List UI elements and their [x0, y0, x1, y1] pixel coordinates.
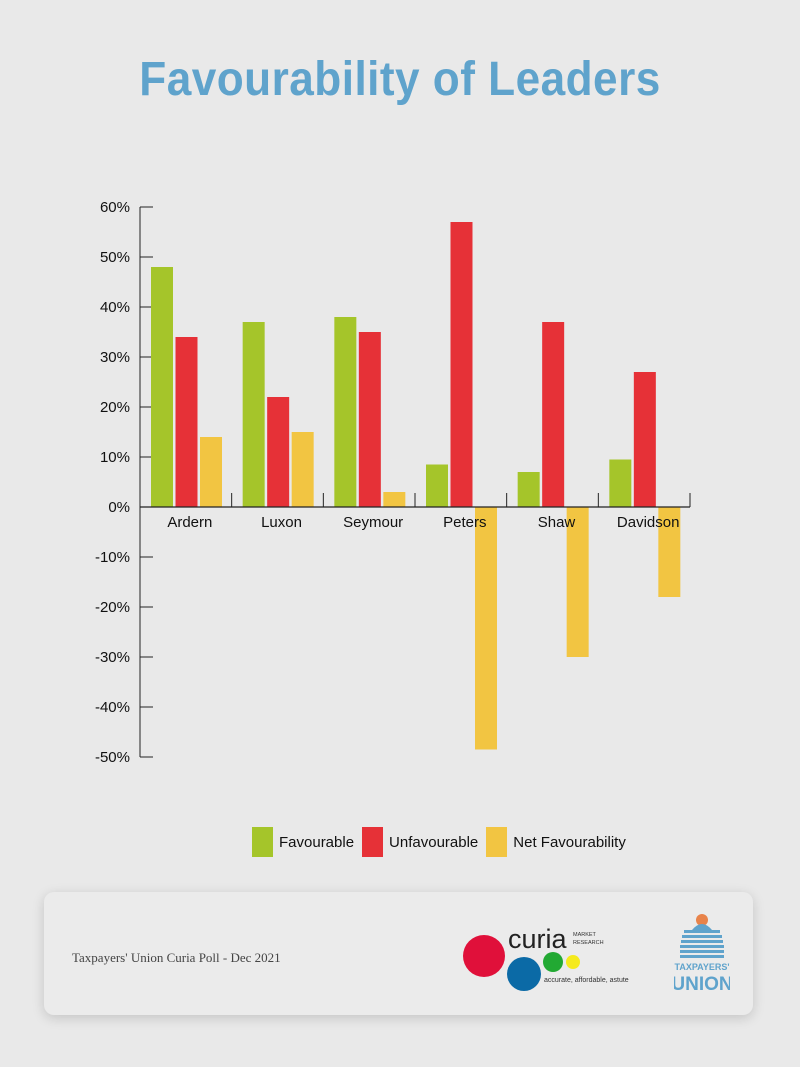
legend-swatch-favourable	[252, 827, 273, 857]
y-tick-label: 10%	[100, 449, 130, 466]
bar-seymour-unfavourable	[358, 332, 381, 507]
bar-davidson-favourable	[609, 459, 632, 507]
y-tick-label: -30%	[95, 649, 130, 666]
category-label-seymour: Seymour	[343, 514, 403, 531]
source-note: Taxpayers' Union Curia Poll - Dec 2021	[72, 950, 281, 965]
bar-peters-unfavourable	[450, 222, 473, 507]
y-tick-label: 0%	[108, 499, 130, 516]
legend-label-net: Net Favourability	[513, 833, 626, 851]
y-tick-label: 50%	[100, 249, 130, 266]
curia-yellow-circle	[566, 955, 580, 969]
y-tick-label: -50%	[95, 749, 130, 766]
bar-chart: 60% 50% 40% 30% 20% 10% 0% -10% -20% -30% -40% -50%…	[95, 199, 691, 766]
category-label-luxon: Luxon	[261, 514, 302, 531]
bar-davidson-unfavourable	[633, 372, 656, 507]
legend: Favourable Unfavourable Net Favourabilit…	[252, 827, 634, 857]
bar-davidson-net-favourability	[658, 507, 681, 597]
y-tick-label: -20%	[95, 599, 130, 616]
category-label-davidson: Davidson	[617, 514, 680, 531]
legend-item-favourable: Favourable	[252, 827, 354, 857]
bar-ardern-favourable	[151, 267, 173, 507]
bar-seymour-net-favourability	[383, 492, 406, 507]
bar-ardern-net-favourability	[200, 437, 222, 507]
legend-swatch-unfavourable	[362, 827, 384, 857]
legend-swatch-net	[486, 827, 508, 857]
bar-ardern-unfavourable	[175, 337, 198, 507]
curia-tagline: accurate, affordable, astute	[544, 977, 629, 984]
y-tick-label: 60%	[100, 199, 130, 216]
bar-peters-favourable	[426, 464, 448, 507]
y-tick-label: -40%	[95, 699, 130, 716]
curia-green-circle	[543, 952, 563, 972]
bar-luxon-net-favourability	[291, 432, 314, 507]
bar-seymour-favourable	[334, 317, 357, 507]
curia-market: MARKET	[573, 932, 597, 938]
tu-orange-dome-icon	[696, 914, 708, 926]
bar-luxon-unfavourable	[267, 397, 290, 507]
curia-red-circle	[463, 935, 505, 977]
curia-research: RESEARCH	[573, 940, 604, 946]
y-tick-label: 20%	[100, 399, 130, 416]
bar-shaw-favourable	[517, 472, 540, 507]
bar-shaw-net-favourability	[566, 507, 589, 657]
legend-item-unfavourable: Unfavourable	[362, 827, 478, 857]
y-tick-label: -10%	[95, 549, 130, 566]
tu-line2: UNION	[674, 974, 730, 995]
legend-label-unfavourable: Unfavourable	[389, 833, 479, 851]
tu-dome-icon	[692, 924, 712, 930]
y-tick-label: 40%	[100, 299, 130, 316]
category-label-ardern: Ardern	[167, 514, 212, 531]
bar-peters-net-favourability	[475, 507, 497, 750]
curia-blue-circle	[507, 957, 541, 991]
category-label-peters: Peters	[443, 514, 486, 531]
footer-card: Taxpayers' Union Curia Poll - Dec 2021 c…	[44, 892, 753, 1015]
chart-title: Favourability of Leaders	[139, 53, 661, 106]
legend-item-net: Net Favourability	[486, 827, 626, 857]
bar-shaw-unfavourable	[542, 322, 565, 507]
y-tick-label: 30%	[100, 349, 130, 366]
taxpayers-union-logo: TAXPAYERS' UNION	[674, 914, 730, 995]
curia-logo: curia MARKET RESEARCH accurate, affordab…	[463, 924, 629, 991]
legend-label-favourable: Favourable	[279, 833, 355, 851]
curia-wordmark: curia	[508, 924, 568, 954]
bar-luxon-favourable	[242, 322, 265, 507]
category-label-shaw: Shaw	[538, 514, 576, 531]
tu-line1: TAXPAYERS'	[675, 962, 730, 972]
